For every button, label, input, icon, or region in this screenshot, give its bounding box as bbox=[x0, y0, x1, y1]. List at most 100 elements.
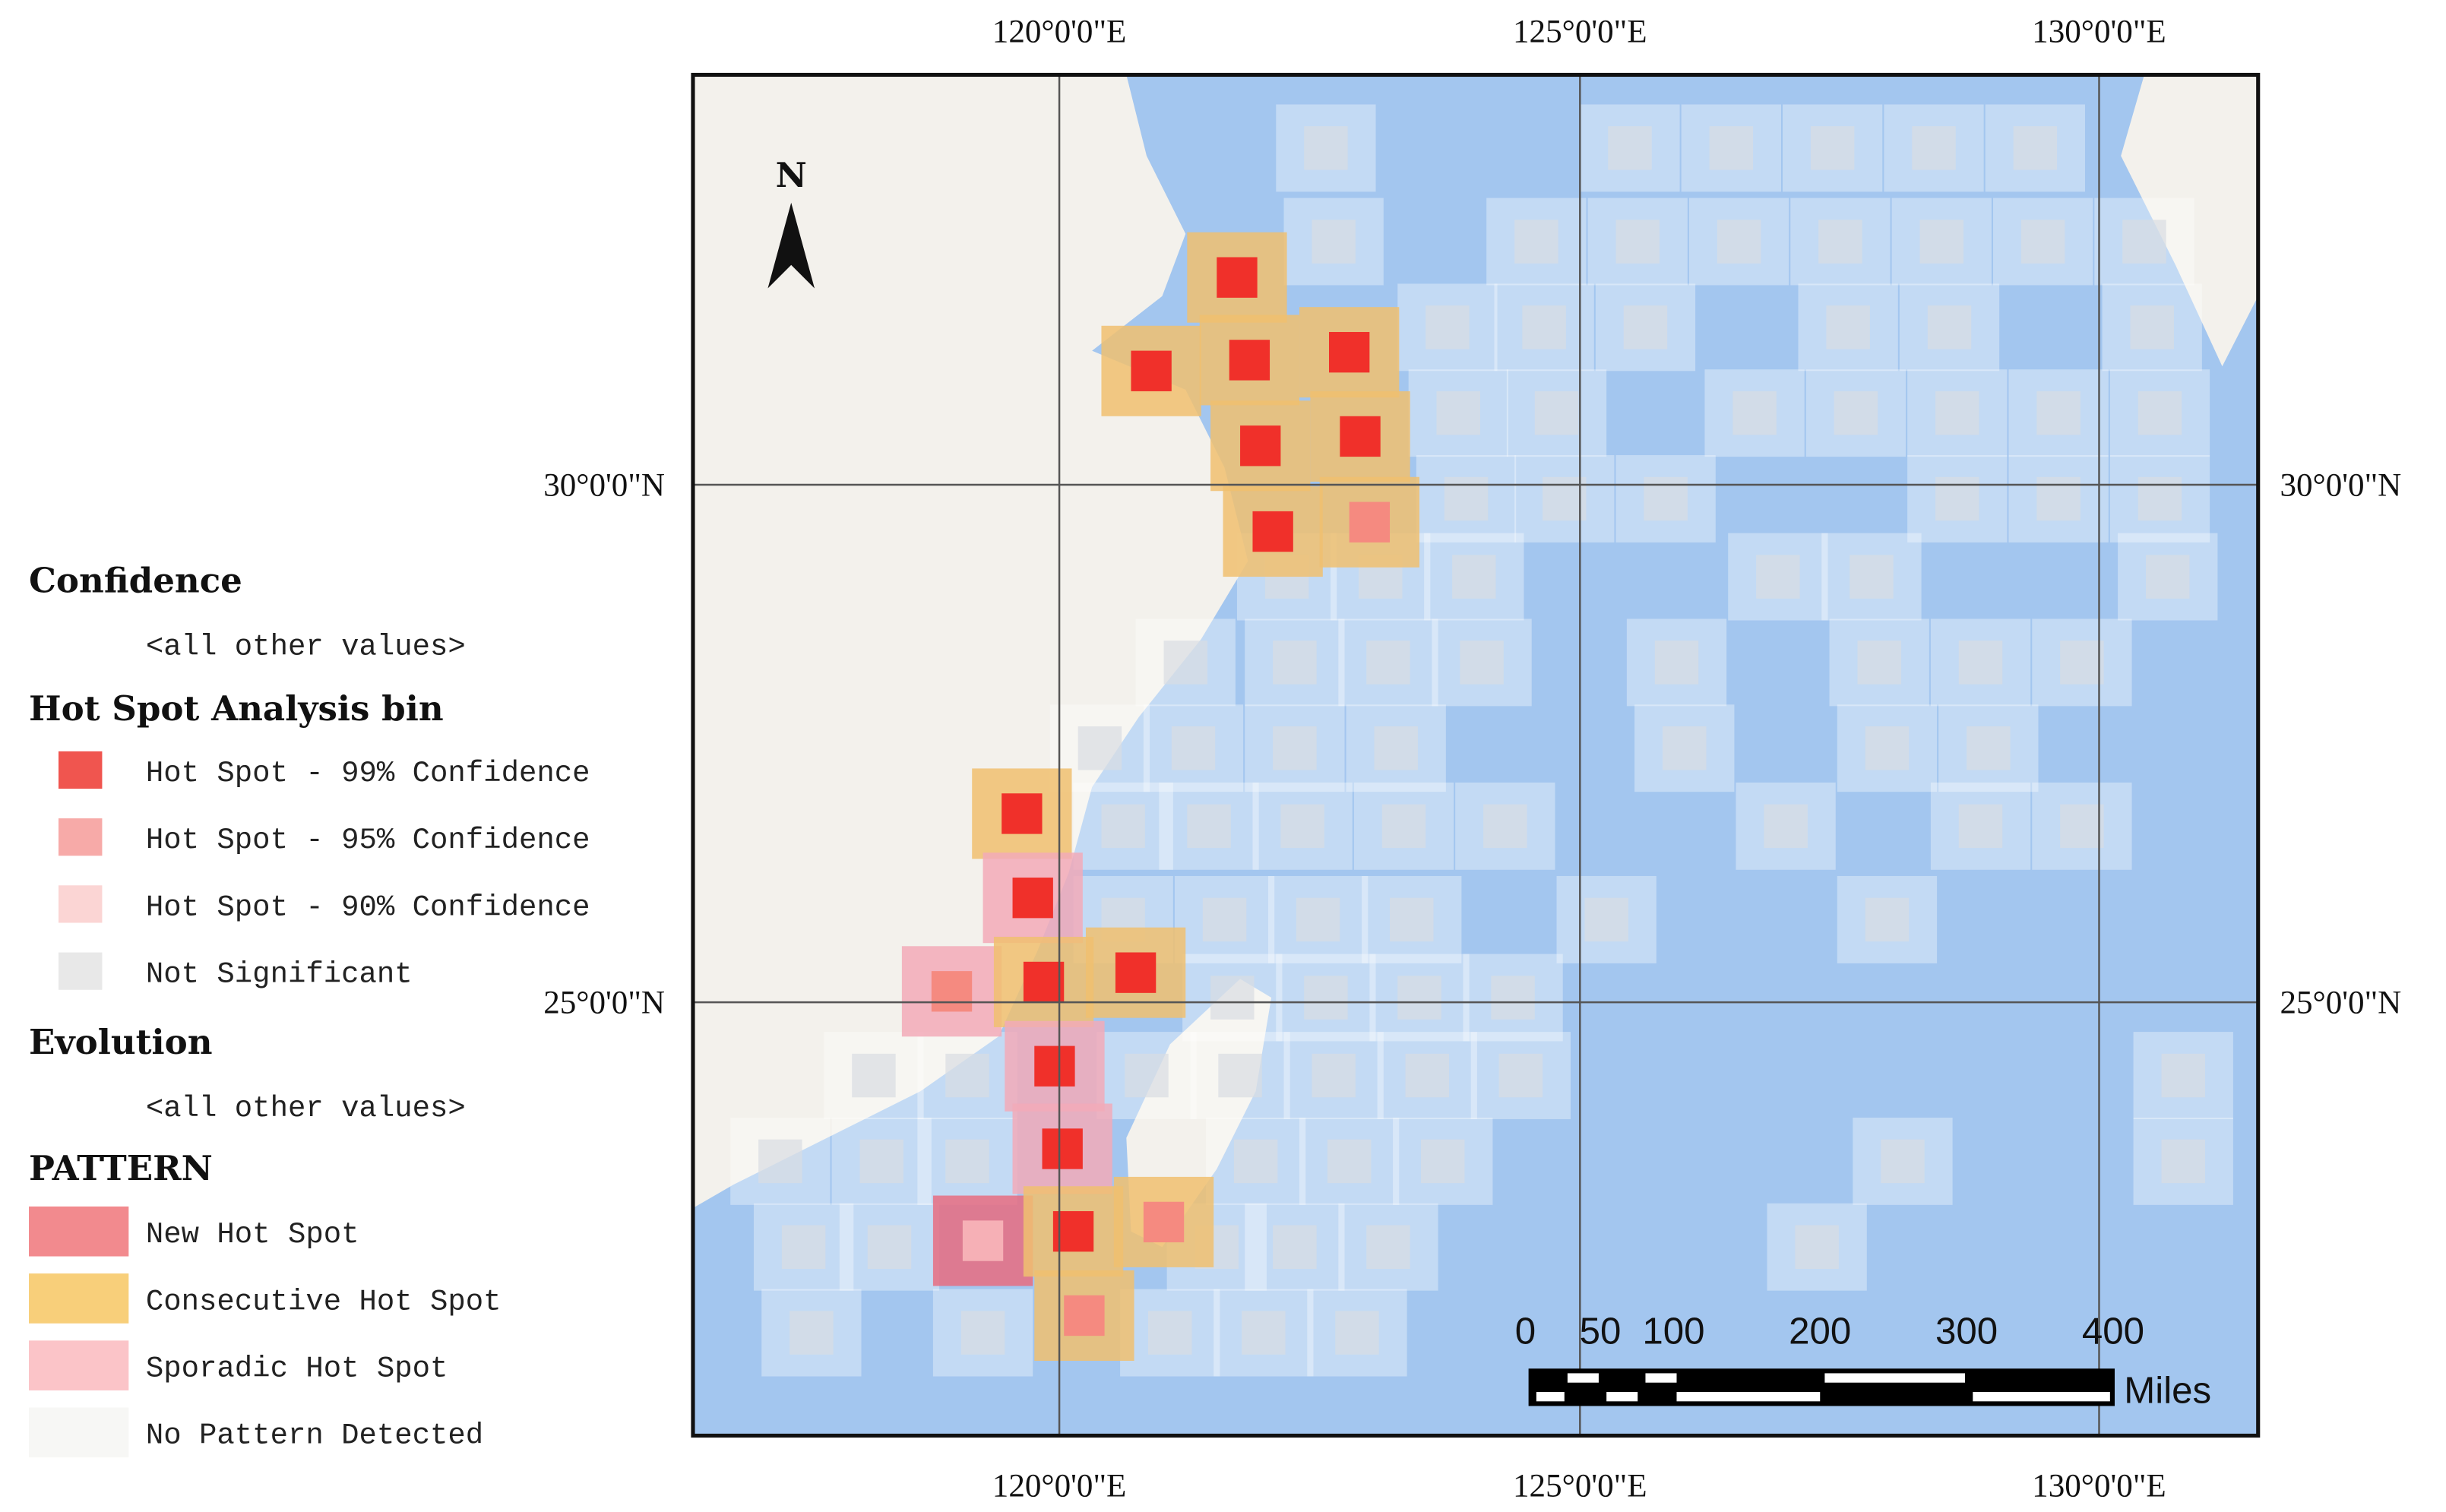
scale-label: 0 bbox=[1515, 1310, 1536, 1352]
legend-item: Sporadic Hot Spot bbox=[146, 1352, 448, 1386]
legend-swatch bbox=[29, 1273, 129, 1324]
bin-core bbox=[945, 1139, 989, 1184]
bin-core bbox=[1935, 476, 1979, 521]
hot-core bbox=[1229, 340, 1270, 381]
bin-core bbox=[1967, 726, 2011, 770]
bin-core bbox=[1584, 897, 1628, 942]
hot-core bbox=[1064, 1295, 1105, 1336]
bin-core bbox=[1421, 1139, 1465, 1184]
bin-core bbox=[1865, 897, 1910, 942]
bin-core bbox=[1426, 305, 1470, 350]
bin-core bbox=[1444, 476, 1489, 521]
scale-unit: Miles bbox=[2124, 1369, 2211, 1411]
bin-core bbox=[1756, 555, 1800, 599]
scale-label: 300 bbox=[1935, 1310, 1998, 1352]
hot-core bbox=[1340, 416, 1381, 457]
bin-core bbox=[1304, 976, 1348, 1020]
legend: Confidence <all other values> Hot Spot Ana… bbox=[29, 561, 590, 1458]
lon-label: 130°0'0"E bbox=[2032, 1468, 2166, 1504]
legend-swatch bbox=[58, 818, 103, 856]
bin-core bbox=[1608, 126, 1652, 170]
bin-core bbox=[1405, 1053, 1449, 1098]
bin-core bbox=[1654, 641, 1699, 685]
bin-core bbox=[2060, 804, 2104, 849]
north-arrow bbox=[767, 202, 815, 289]
bin-core bbox=[1273, 1225, 1317, 1269]
scale-label: 100 bbox=[1642, 1310, 1704, 1352]
legend-swatch bbox=[58, 885, 103, 923]
hot-core bbox=[1034, 1045, 1075, 1087]
map: N 0 50 100 200 300 400 Miles bbox=[692, 74, 2258, 1436]
bin-core bbox=[960, 1311, 1005, 1355]
lat-label: 30°0'0"N bbox=[543, 467, 665, 503]
lon-label: 130°0'0"E bbox=[2032, 14, 2166, 49]
legend-other: <all other values> bbox=[146, 1092, 466, 1125]
hot-core bbox=[931, 971, 973, 1012]
bin-core bbox=[1366, 1225, 1410, 1269]
bin-core bbox=[1663, 726, 1707, 770]
legend-item: New Hot Spot bbox=[146, 1218, 359, 1251]
scale-segment bbox=[1824, 1373, 1966, 1383]
lat-label: 25°0'0"N bbox=[543, 985, 665, 1021]
bin-core bbox=[1826, 305, 1870, 350]
scale-segment bbox=[1536, 1392, 1565, 1402]
legend-swatch bbox=[29, 1340, 129, 1390]
hot-core bbox=[1023, 961, 1065, 1003]
legend-item: Consecutive Hot Spot bbox=[146, 1285, 502, 1318]
bin-core bbox=[2020, 220, 2065, 264]
scale-segment bbox=[1645, 1373, 1677, 1383]
bin-core bbox=[1491, 976, 1535, 1020]
bin-core bbox=[1273, 726, 1317, 770]
hot-core bbox=[1217, 257, 1258, 298]
legend-swatch bbox=[58, 751, 103, 789]
legend-heading: Evolution bbox=[29, 1022, 213, 1062]
bin-core bbox=[1218, 1053, 1262, 1098]
bin-core bbox=[867, 1225, 912, 1269]
bin-core bbox=[2137, 476, 2182, 521]
map-frame bbox=[691, 72, 2261, 1438]
lon-label: 125°0'0"E bbox=[1513, 14, 1647, 49]
bin-core bbox=[1242, 1311, 1286, 1355]
hot-core bbox=[1143, 1201, 1185, 1243]
bin-core bbox=[2036, 476, 2081, 521]
legend-swatch bbox=[29, 1206, 129, 1257]
hot-core bbox=[1329, 331, 1370, 373]
legend-swatch bbox=[58, 952, 103, 990]
bin-core bbox=[1163, 641, 1207, 685]
scale-segment bbox=[1973, 1392, 2110, 1402]
bin-core bbox=[1717, 220, 1761, 264]
legend-heading: Hot Spot Analysis bin bbox=[29, 688, 444, 729]
hot-core bbox=[1252, 511, 1293, 552]
scale-bar: 0 50 100 200 300 400 bbox=[1515, 1310, 2144, 1406]
bin-core bbox=[1202, 897, 1247, 942]
legend-item: Not Significant bbox=[146, 957, 413, 991]
bin-core bbox=[945, 1053, 989, 1098]
bin-core bbox=[1460, 641, 1504, 685]
bin-core bbox=[1397, 976, 1441, 1020]
bin-core bbox=[2036, 391, 2081, 435]
lon-label: 120°0'0"E bbox=[992, 14, 1127, 49]
bin-core bbox=[1810, 126, 1855, 170]
bin-core bbox=[1834, 391, 1878, 435]
hot-core bbox=[1240, 425, 1281, 467]
bin-core bbox=[1312, 220, 1356, 264]
bin-core bbox=[1644, 476, 1688, 521]
hot-core bbox=[1115, 952, 1157, 993]
legend-item: Hot Spot - 99% Confidence bbox=[146, 757, 590, 790]
bin-core bbox=[2013, 126, 2058, 170]
bin-core bbox=[1615, 220, 1660, 264]
bin-core bbox=[1857, 641, 1901, 685]
bin-core bbox=[1498, 1053, 1543, 1098]
bin-core bbox=[1171, 726, 1216, 770]
bin-core bbox=[758, 1139, 802, 1184]
bin-core bbox=[1958, 804, 2003, 849]
bin-core bbox=[789, 1311, 834, 1355]
bin-core bbox=[1436, 391, 1481, 435]
bin-core bbox=[1390, 897, 1434, 942]
bin-core bbox=[1210, 976, 1255, 1020]
hot-core bbox=[1012, 878, 1053, 919]
hot-core bbox=[1131, 350, 1172, 391]
lat-label: 30°0'0"N bbox=[2280, 467, 2401, 503]
bin-core bbox=[1381, 804, 1426, 849]
